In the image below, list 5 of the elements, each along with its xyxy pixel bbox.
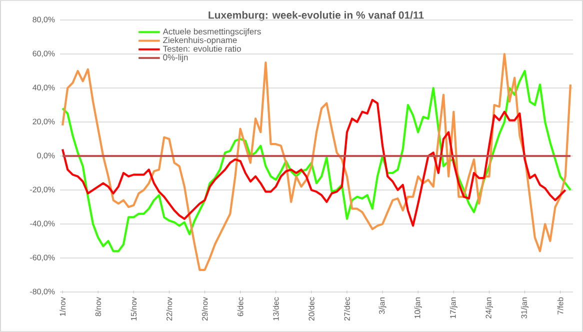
legend-label: Ziekenhuis-opname <box>163 36 237 45</box>
chart-title: Luxemburg: week-evolutie in % vanaf 01/11 <box>208 11 424 21</box>
legend-label: 0%-lijn <box>163 54 188 62</box>
legend-label: Actuele besmettingscijfers <box>162 28 261 36</box>
legend-label: Testen: evolutie ratio <box>163 46 241 52</box>
